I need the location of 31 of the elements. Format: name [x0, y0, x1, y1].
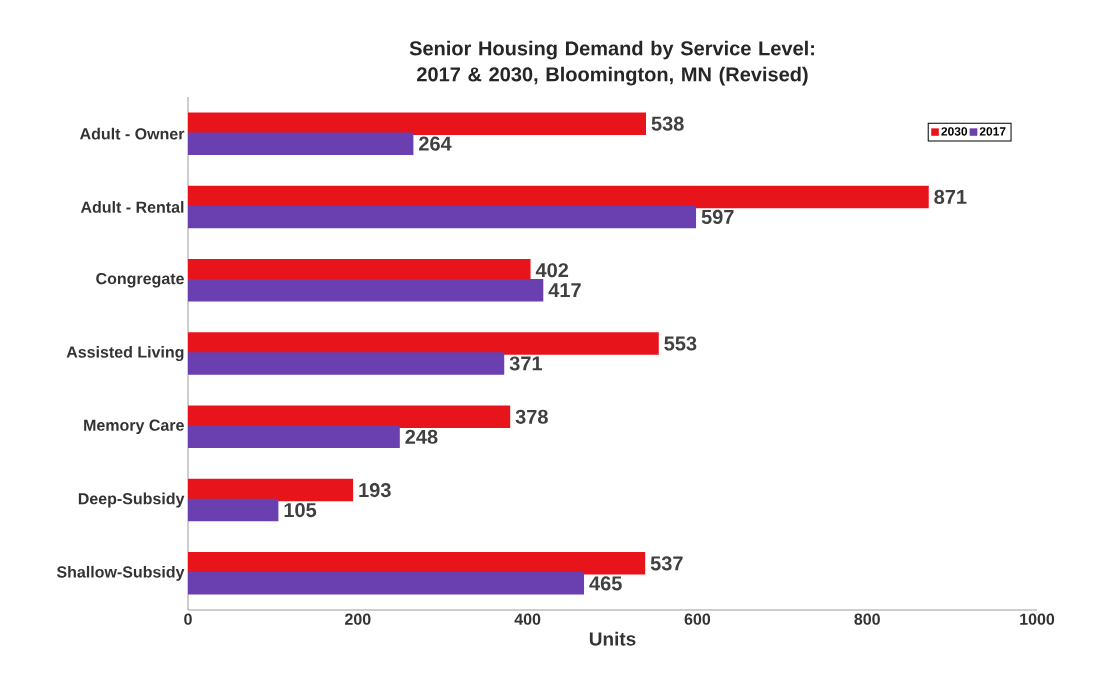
y-tick-label: Congregate — [96, 272, 184, 288]
data-label: 871 — [934, 189, 967, 204]
x-tick-label: 0 — [184, 613, 192, 625]
y-tick-label: Memory Care — [84, 419, 184, 435]
x-tick-label: 200 — [345, 613, 371, 625]
y-tick-label: Shallow-Subsidy — [56, 565, 185, 581]
data-label: 537 — [650, 556, 683, 571]
data-label: 105 — [284, 503, 317, 518]
data-label: 538 — [651, 116, 684, 131]
data-label: 597 — [701, 209, 734, 224]
x-axis-title: Units — [589, 631, 636, 646]
x-tick-label: 600 — [684, 613, 711, 625]
data-label: 193 — [359, 482, 391, 498]
y-tick-label: Adult - Rental — [80, 201, 184, 213]
legend-label: 2030 — [941, 127, 968, 136]
x-tick-label: 800 — [854, 613, 880, 625]
x-tick-label: 1000 — [1020, 613, 1055, 625]
data-label: 264 — [419, 136, 452, 151]
chart-title: Senior Housing Demand by Service Level: 2017 & 2030, Bloomington, MN (Revised) — [409, 40, 814, 86]
data-label: 248 — [405, 429, 438, 444]
data-label: 417 — [548, 283, 581, 298]
data-label: 402 — [535, 263, 569, 278]
y-tick-label: Adult - Owner — [79, 127, 185, 140]
data-label: 371 — [509, 356, 542, 371]
data-label: 553 — [664, 336, 697, 351]
legend-label: 2017 — [979, 127, 1006, 136]
data-label: 465 — [589, 576, 622, 591]
y-tick-label: Assisted Living — [66, 346, 184, 361]
data-label: 378 — [515, 409, 548, 424]
x-tick-label: 400 — [514, 613, 541, 625]
y-tick-label: Deep-Subsidy — [78, 492, 185, 508]
